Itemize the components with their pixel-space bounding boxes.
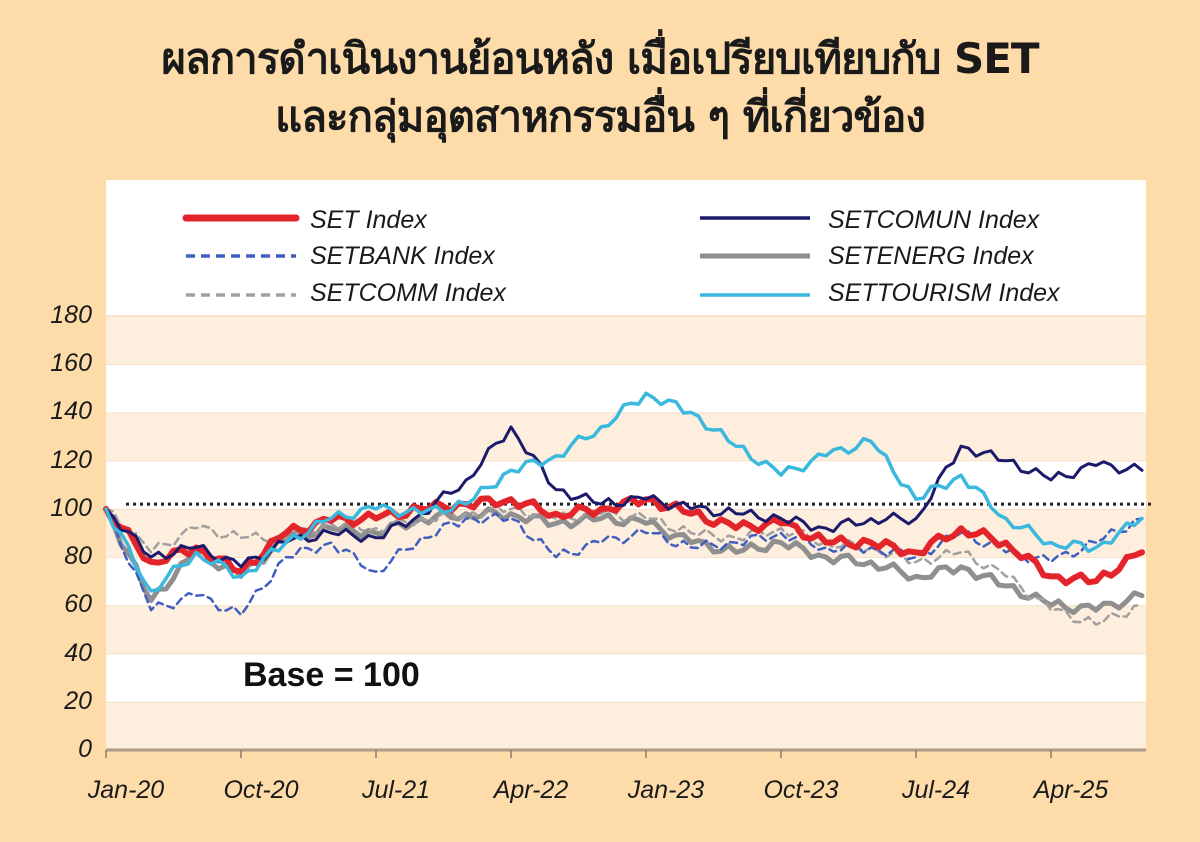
series-line-settourism-index <box>104 391 1144 593</box>
chart-title: ผลการดำเนินงานย้อนหลัง เมื่อเปรียบเทียบก… <box>0 30 1200 146</box>
x-tick-label: Jul-24 <box>901 776 971 804</box>
x-tick-label: Jan-20 <box>87 776 165 804</box>
series-line-setcomm-index <box>104 504 1144 626</box>
legend-setcomm-index: SETCOMM Index <box>310 279 506 307</box>
y-tick-label: 180 <box>50 301 92 329</box>
base-annotation: Base = 100 <box>243 656 420 694</box>
x-axis <box>105 748 1146 758</box>
y-tick-label: 80 <box>64 542 92 571</box>
y-tick-label: 120 <box>50 445 92 474</box>
y-tick-label: 100 <box>50 493 92 522</box>
y-tick-label: 140 <box>50 397 92 426</box>
legend-setenerg-index: SETENERG Index <box>828 242 1034 270</box>
legend-setbank-index: SETBANK Index <box>310 242 495 270</box>
legend-set-index: SET Index <box>310 206 427 234</box>
chart-title-line1: ผลการดำเนินงานย้อนหลัง เมื่อเปรียบเทียบก… <box>161 34 1039 83</box>
x-tick-label: Apr-25 <box>1033 776 1109 804</box>
grid-band <box>106 412 1146 461</box>
chart-title-line2: และกลุ่มอุตสาหกรรมอื่น ๆ ที่เกี่ยวข้อง <box>275 92 926 141</box>
y-tick-label: 40 <box>64 638 92 667</box>
y-tick-label: 160 <box>50 349 92 378</box>
grid-band <box>106 701 1146 750</box>
grid-band <box>106 557 1146 606</box>
series-line-setcomun-index <box>104 425 1144 569</box>
grid-band <box>106 653 1146 702</box>
series-line-set-index <box>103 495 1145 587</box>
x-tick-label: Jul-21 <box>361 776 431 804</box>
x-tick-label: Apr-22 <box>493 776 569 804</box>
legend-swatches <box>182 214 810 297</box>
grid-band <box>106 316 1146 365</box>
y-tick-label: 20 <box>64 686 92 715</box>
grid-band <box>106 605 1146 654</box>
x-tick-label: Oct-23 <box>763 776 839 804</box>
x-tick-label: Oct-20 <box>223 776 299 804</box>
y-tick-label: 60 <box>64 590 92 619</box>
legend-settourism-index: SETTOURISM Index <box>828 279 1060 307</box>
legend-setcomun-index: SETCOMUN Index <box>828 206 1040 234</box>
series-lines <box>103 391 1145 626</box>
y-tick-label: 0 <box>78 735 92 763</box>
x-tick-label: Jan-23 <box>627 776 705 804</box>
